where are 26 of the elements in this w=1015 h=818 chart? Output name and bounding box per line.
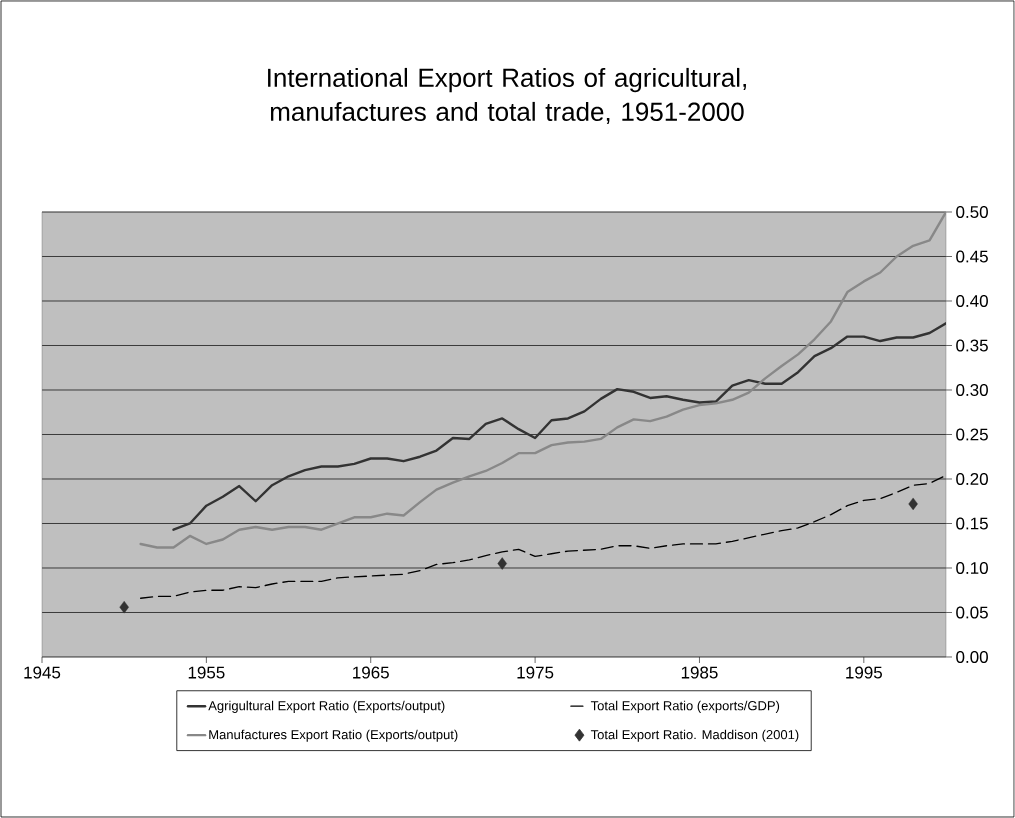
y-tick-label: 0.15 bbox=[956, 517, 988, 530]
y-tick-label: 0.10 bbox=[956, 561, 988, 575]
y-tick-label: 0.05 bbox=[956, 606, 988, 619]
y-tick-label: 0.20 bbox=[956, 472, 988, 486]
y-tick-label: 0.00 bbox=[956, 650, 988, 664]
point bbox=[497, 557, 507, 570]
x-tick-label: 1985 bbox=[681, 666, 718, 679]
y-tick-label: 0.25 bbox=[956, 428, 988, 441]
y-tick-label: 0.30 bbox=[956, 383, 988, 397]
legend-label: Total Export Ratio. Maddison (2001) bbox=[590, 729, 799, 742]
x-tick-label: 1975 bbox=[517, 666, 554, 679]
legend-label: Manufactures Export Ratio (Exports/output) bbox=[209, 729, 458, 742]
x-tick-label: 1945 bbox=[24, 666, 61, 679]
chart-title: International Export Ratios of agricultural, manufactures and total trade, 1951-2000 bbox=[268, 67, 746, 125]
x-tick-label: 1995 bbox=[846, 666, 882, 679]
x-tick-label: 1955 bbox=[188, 666, 225, 679]
y-tick-label: 0.50 bbox=[956, 205, 988, 219]
line-series bbox=[172, 322, 946, 531]
x-tick-label: 1965 bbox=[353, 666, 389, 679]
legend-label: Agrigultural Export Ratio (Exports/output) bbox=[208, 700, 445, 713]
point bbox=[908, 497, 918, 511]
y-tick-label: 0.35 bbox=[956, 339, 988, 352]
point bbox=[119, 600, 129, 614]
y-tick-label: 0.40 bbox=[956, 294, 988, 308]
legend-label: Total Export Ratio (exports/GDP) bbox=[590, 700, 780, 713]
y-tick-label: 0.45 bbox=[956, 250, 988, 263]
